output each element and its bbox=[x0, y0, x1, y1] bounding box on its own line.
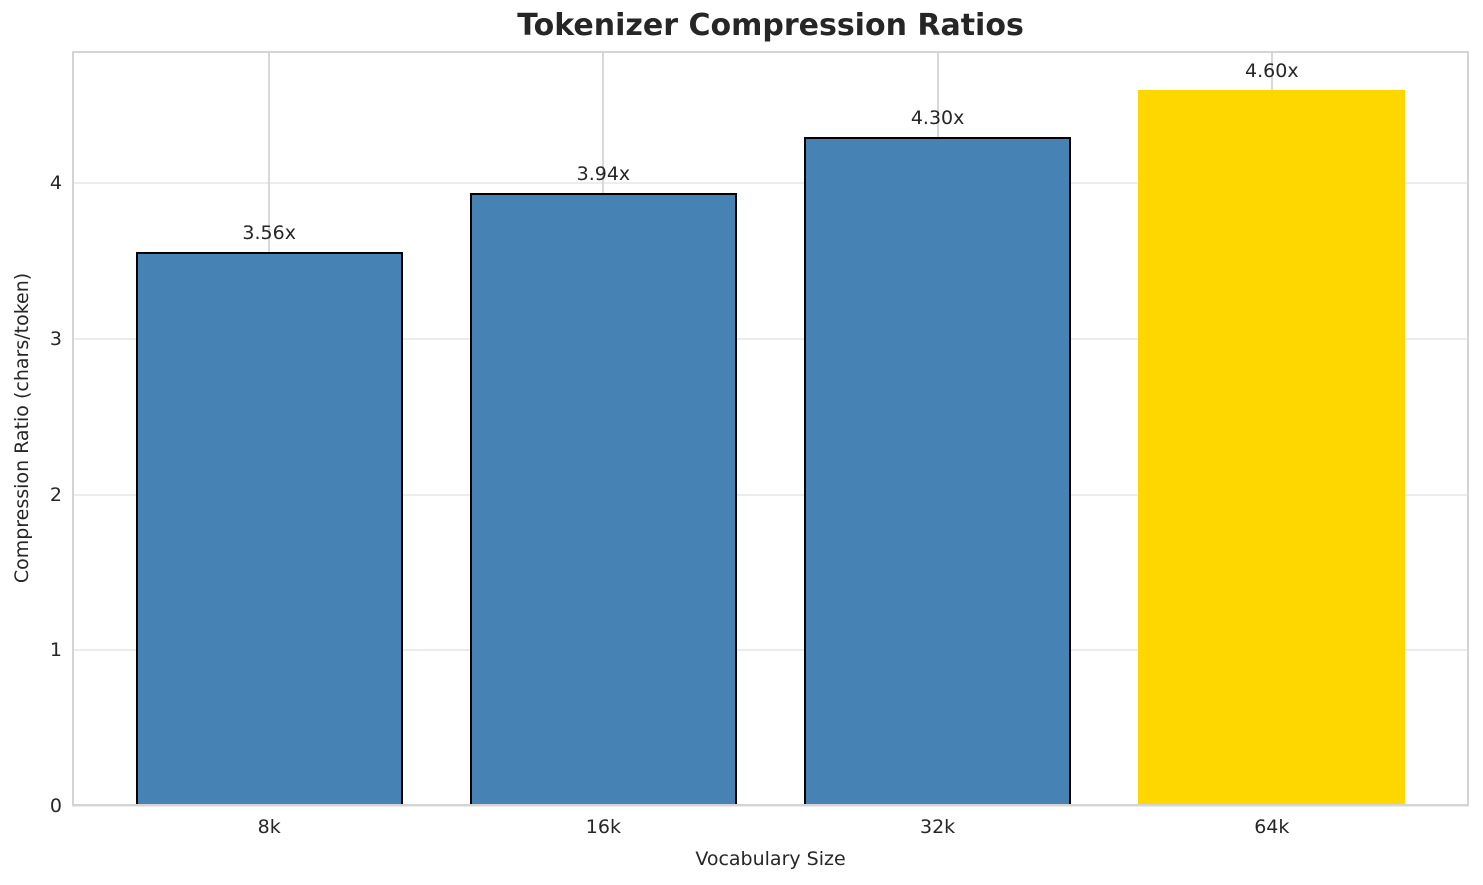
y-tick-label: 0 bbox=[49, 795, 62, 817]
y-tick-label: 4 bbox=[49, 172, 62, 195]
bar-value-label: 4.60x bbox=[1245, 59, 1299, 82]
h-gridline bbox=[72, 182, 1469, 185]
bar-16k bbox=[469, 192, 738, 806]
chart-title: Tokenizer Compression Ratios bbox=[517, 8, 1024, 43]
bar-8k bbox=[135, 251, 403, 806]
x-tick-label: 64k bbox=[1254, 816, 1290, 838]
bar-32k bbox=[803, 136, 1072, 806]
h-gridline bbox=[72, 493, 1469, 496]
x-tick-label: 32k bbox=[920, 816, 956, 838]
plot-area: 3.56x 3.94x 4.30x 4.60x bbox=[72, 51, 1469, 807]
bar-value-label: 4.30x bbox=[910, 106, 965, 129]
y-tick-label: 3 bbox=[49, 327, 62, 350]
h-gridline bbox=[72, 649, 1469, 652]
x-tick-label: 16k bbox=[585, 816, 621, 838]
x-axis-label: Vocabulary Size bbox=[695, 848, 846, 870]
y-tick-label: 2 bbox=[49, 483, 62, 506]
y-tick-label: 1 bbox=[49, 639, 62, 662]
x-tick-label: 8k bbox=[257, 816, 281, 838]
h-gridline bbox=[72, 805, 1469, 807]
bar-64k bbox=[1138, 89, 1406, 806]
bar-value-label: 3.94x bbox=[576, 162, 631, 185]
bar-value-label: 3.56x bbox=[242, 221, 296, 244]
y-axis-label: Compression Ratio (chars/token) bbox=[11, 272, 33, 584]
h-gridline bbox=[72, 337, 1469, 340]
